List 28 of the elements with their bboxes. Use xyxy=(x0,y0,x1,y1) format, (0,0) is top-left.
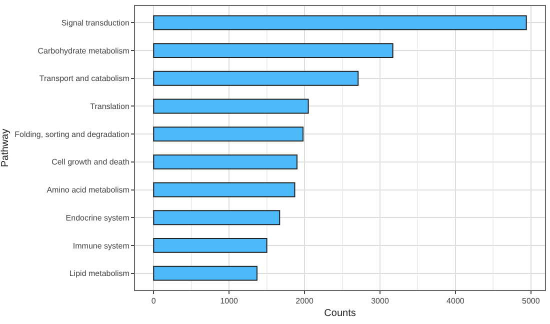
y-tick-label: Signal transduction xyxy=(61,18,130,28)
x-tick-label: 5000 xyxy=(522,296,540,306)
y-tick-label: Amino acid metabolism xyxy=(46,186,130,195)
bar xyxy=(153,266,258,281)
y-axis-title: Pathway xyxy=(0,128,11,168)
bar xyxy=(153,182,296,198)
bar xyxy=(153,238,268,253)
bar xyxy=(153,126,304,142)
x-tick-label: 2000 xyxy=(296,296,314,306)
x-axis-title: Counts xyxy=(324,308,356,320)
bar xyxy=(153,70,359,86)
x-tick-label: 0 xyxy=(151,296,156,306)
bar xyxy=(153,98,309,114)
x-tick-label: 3000 xyxy=(371,296,390,306)
y-tick-label: Folding, sorting and degradation xyxy=(14,130,130,139)
bar xyxy=(153,43,394,58)
x-tick-label: 1000 xyxy=(220,296,239,306)
y-tick-label: Lipid metabolism xyxy=(69,269,130,278)
x-tick-label: 4000 xyxy=(446,296,465,306)
y-tick-label: Immune system xyxy=(72,241,130,250)
y-tick-label: Cell growth and death xyxy=(52,158,130,167)
y-tick-label: Translation xyxy=(90,102,130,112)
y-tick-label: Carbohydrate metabolism xyxy=(38,46,130,56)
bar xyxy=(153,15,527,30)
bar xyxy=(153,210,280,226)
bar xyxy=(153,154,298,170)
y-tick-label: Endocrine system xyxy=(66,213,130,222)
y-tick-label: Transport and catabolism xyxy=(39,74,130,84)
